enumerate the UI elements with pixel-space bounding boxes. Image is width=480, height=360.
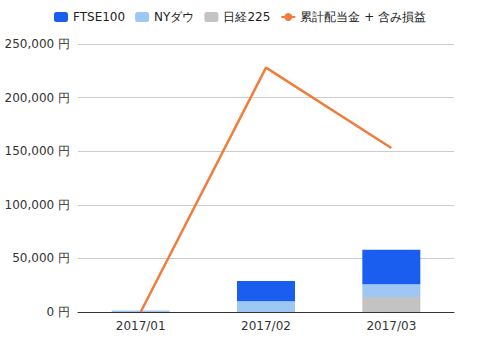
svg-text:50,000 円: 50,000 円 — [12, 251, 70, 265]
svg-text:200,000 円: 200,000 円 — [5, 91, 70, 105]
svg-text:NYダウ: NYダウ — [154, 10, 194, 24]
svg-text:100,000 円: 100,000 円 — [5, 198, 70, 212]
svg-text:2017/01: 2017/01 — [116, 319, 166, 333]
svg-text:250,000 円: 250,000 円 — [5, 37, 70, 51]
svg-text:2017/02: 2017/02 — [241, 319, 291, 333]
svg-text:150,000 円: 150,000 円 — [5, 144, 70, 158]
svg-text:2017/03: 2017/03 — [366, 319, 416, 333]
svg-text:FTSE100: FTSE100 — [73, 10, 125, 24]
svg-text:累計配当金 + 含み損益: 累計配当金 + 含み損益 — [300, 10, 426, 24]
svg-text:0 円: 0 円 — [47, 305, 70, 319]
svg-text:日経225: 日経225 — [223, 10, 270, 24]
